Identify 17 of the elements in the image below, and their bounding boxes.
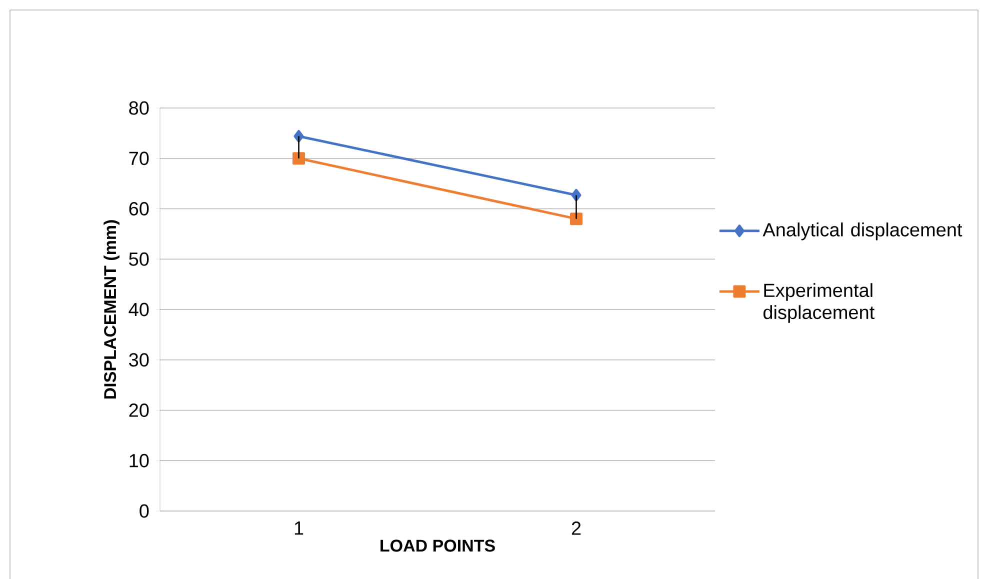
y-tick-label: 80 bbox=[129, 101, 149, 115]
y-tick-label: 40 bbox=[128, 302, 149, 316]
x-tick-label: 2 bbox=[572, 522, 581, 535]
y-tick-label: 0 bbox=[140, 504, 149, 518]
x-axis-title: LOAD POINTS bbox=[380, 540, 495, 552]
y-axis-title: DISPLACEMENT (mm) bbox=[104, 220, 120, 399]
point bbox=[292, 152, 305, 165]
legend-label: Analytical displacement bbox=[762, 222, 962, 240]
y-tick-label: 10 bbox=[130, 454, 149, 468]
legend-label: Experimental displacement bbox=[764, 283, 874, 323]
y-tick-label: 50 bbox=[129, 252, 149, 266]
y-tick-label: 30 bbox=[129, 353, 149, 367]
y-tick-label: 60 bbox=[129, 202, 149, 216]
y-tick-label: 70 bbox=[129, 152, 149, 166]
point bbox=[570, 212, 582, 226]
y-tick-label: 20 bbox=[129, 404, 149, 417]
x-tick-label: 1 bbox=[294, 522, 304, 535]
